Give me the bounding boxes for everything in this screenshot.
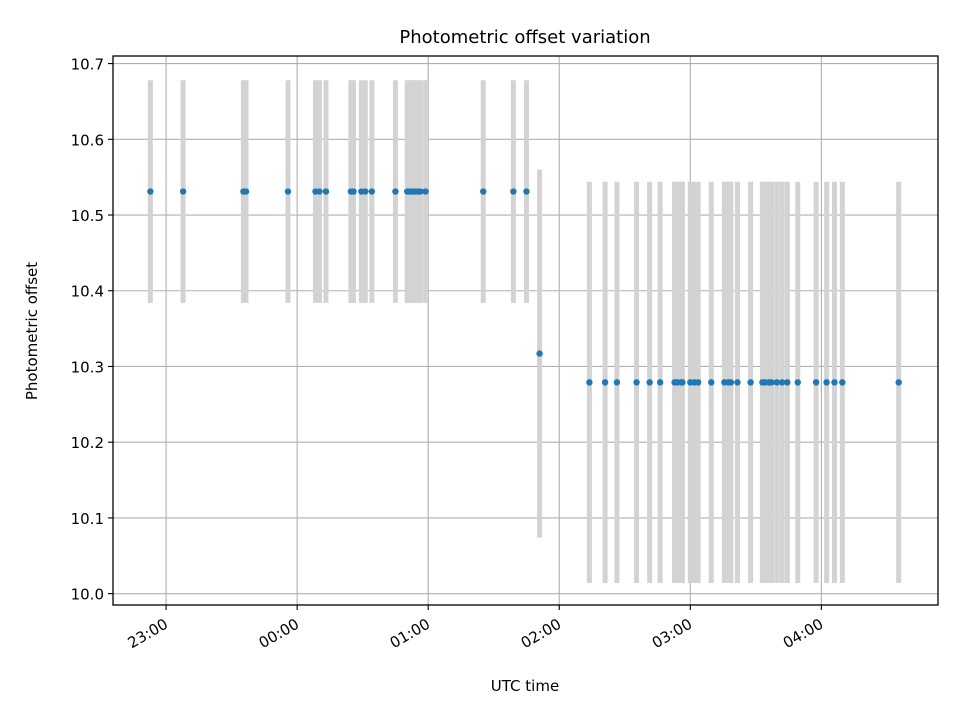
chart-title: Photometric offset variation (399, 27, 650, 48)
data-point (656, 379, 664, 386)
y-tick-label: 10.0 (71, 586, 104, 604)
data-point (480, 188, 487, 195)
data-point (586, 379, 593, 386)
data-point (322, 188, 330, 195)
data-point (350, 188, 357, 195)
data-point (601, 379, 609, 386)
data-point (734, 379, 741, 386)
y-tick-label: 10.7 (71, 56, 104, 74)
data-point (773, 379, 781, 386)
data-point (747, 379, 754, 386)
data-point (368, 188, 376, 195)
data-point (523, 188, 530, 195)
y-tick-label: 10.2 (71, 434, 104, 452)
data-point (179, 188, 187, 195)
data-point (646, 379, 653, 386)
plot-frame (112, 55, 939, 606)
y-tick-label: 10.4 (71, 283, 104, 301)
data-point (694, 379, 702, 386)
data-point (392, 188, 399, 195)
y-axis: 10.0 10.1 10.2 10.3 10.4 10.5 10.6 10.7 (71, 56, 113, 604)
data-point (510, 188, 517, 195)
data-point (794, 379, 801, 386)
y-axis-label: Photometric offset (23, 262, 41, 400)
data-point (768, 379, 775, 386)
data-point (784, 379, 791, 386)
data-point (895, 379, 902, 386)
y-tick-label: 10.6 (71, 131, 104, 149)
data-point (708, 379, 715, 386)
data-point (831, 379, 838, 386)
data-point (679, 379, 686, 386)
x-axis-label: UTC time (491, 677, 559, 695)
data-point (823, 379, 830, 386)
y-tick-label: 10.5 (71, 207, 104, 225)
data-point (422, 188, 429, 195)
data-point (284, 188, 292, 195)
data-points (147, 188, 902, 386)
data-point (839, 379, 846, 386)
data-point (727, 379, 735, 386)
data-point (316, 188, 323, 195)
y-tick-label: 10.3 (71, 358, 104, 376)
data-point (147, 188, 154, 195)
y-tick-label: 10.1 (71, 510, 104, 528)
data-point (633, 379, 640, 386)
data-point (536, 350, 543, 357)
data-point (417, 188, 424, 195)
data-point (812, 379, 820, 386)
data-point (362, 188, 369, 195)
data-point (778, 379, 786, 386)
data-point (242, 188, 250, 195)
data-point (613, 379, 621, 386)
